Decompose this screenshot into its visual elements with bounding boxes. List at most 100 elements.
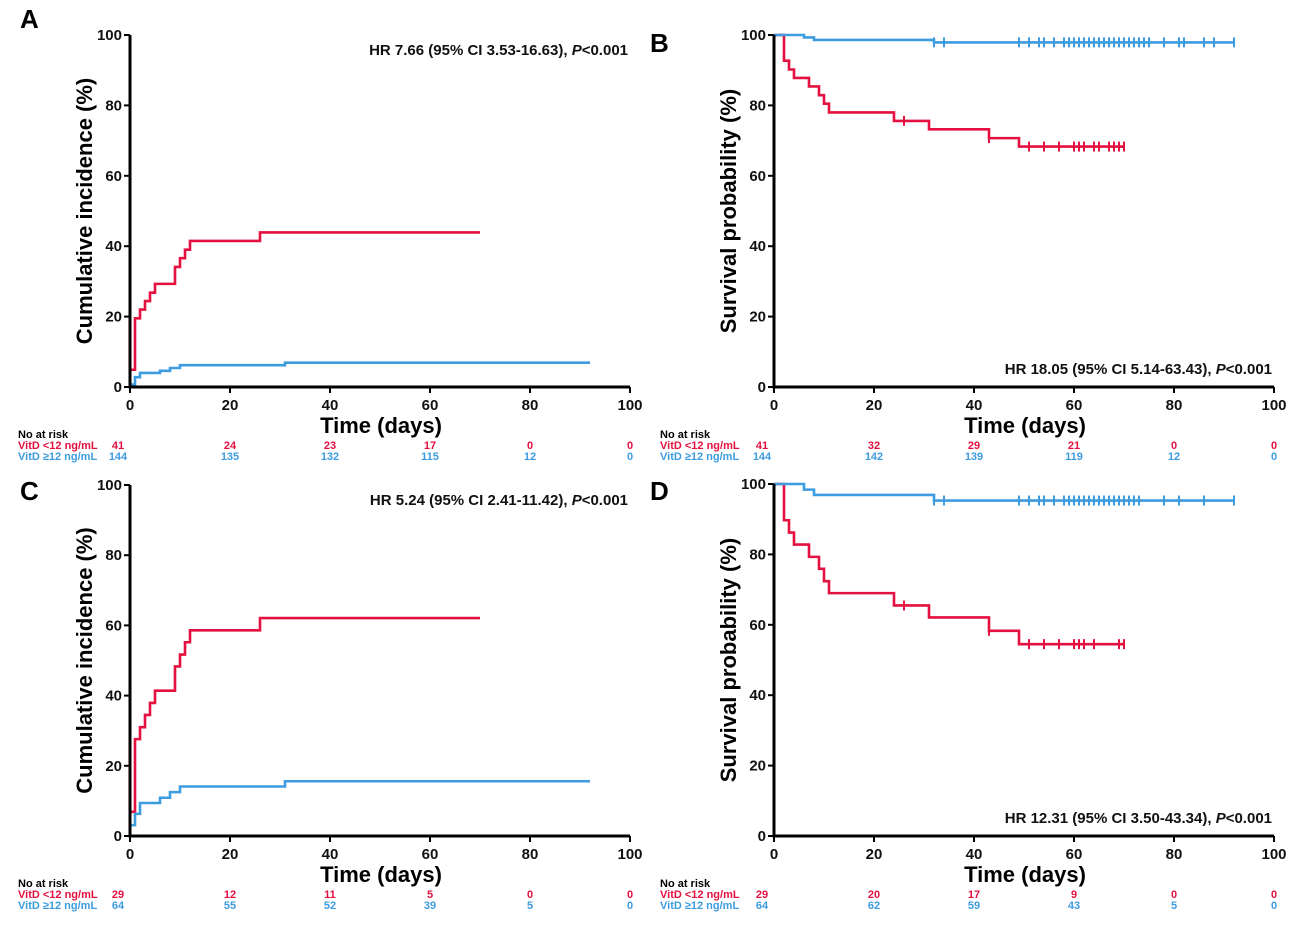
y-tick-label: 0 xyxy=(758,379,766,396)
risk-row-label: VitD <12 ng/mL xyxy=(18,889,98,901)
x-tick-label: 0 xyxy=(770,397,778,414)
risk-count: 52 xyxy=(324,900,336,912)
y-axis-title: Cumulative incidence (%) xyxy=(72,78,97,345)
x-tick-label: 0 xyxy=(126,846,134,863)
y-tick-label: 100 xyxy=(741,476,766,493)
y-axis-title: Cumulative incidence (%) xyxy=(72,527,97,794)
risk-count: 11 xyxy=(324,889,336,901)
risk-count: 0 xyxy=(627,900,633,912)
y-axis-title: Survival probability (%) xyxy=(716,89,741,334)
risk-row-label: VitD ≥12 ng/mL xyxy=(660,900,739,912)
risk-count: 24 xyxy=(224,440,237,452)
risk-count: 5 xyxy=(1171,900,1177,912)
panel-a: A 0 20 40 60 80 100 0 20 40 60 80 100 Time (days) Cumu… xyxy=(18,4,643,463)
risk-count: 0 xyxy=(1271,900,1277,912)
y-tick-label: 80 xyxy=(105,547,122,564)
panel-letter: C xyxy=(20,476,39,506)
risk-count: 62 xyxy=(868,900,880,912)
risk-count: 59 xyxy=(968,900,980,912)
series-line-vitd-low xyxy=(130,616,480,814)
x-tick-label: 100 xyxy=(1261,846,1286,863)
risk-count: 0 xyxy=(1271,440,1277,452)
x-tick-label: 100 xyxy=(617,846,642,863)
y-tick-label: 20 xyxy=(749,758,766,775)
y-tick-label: 20 xyxy=(105,758,122,775)
x-axis-title: Time (days) xyxy=(964,862,1086,887)
x-tick-label: 40 xyxy=(322,397,339,414)
risk-row-label: VitD <12 ng/mL xyxy=(18,440,98,452)
risk-count: 41 xyxy=(756,440,768,452)
risk-count: 43 xyxy=(1068,900,1080,912)
risk-count: 144 xyxy=(753,451,772,463)
risk-table-title: No at risk xyxy=(660,878,711,890)
series-line-vitd-high xyxy=(130,361,590,386)
hr-annotation: HR 12.31 (95% CI 3.50-43.34), P<0.001 xyxy=(1005,810,1272,827)
risk-count: 39 xyxy=(424,900,436,912)
risk-table-title: No at risk xyxy=(18,429,69,441)
series-line-vitd-low xyxy=(774,482,1124,646)
y-tick-label: 60 xyxy=(105,617,122,634)
series-line-vitd-low xyxy=(774,33,1124,148)
risk-row-label: VitD ≥12 ng/mL xyxy=(18,451,97,463)
risk-count: 144 xyxy=(109,451,128,463)
y-tick-label: 100 xyxy=(97,27,122,44)
risk-count: 17 xyxy=(424,440,436,452)
risk-count: 12 xyxy=(1168,451,1180,463)
x-tick-label: 80 xyxy=(1166,846,1183,863)
hr-annotation: HR 18.05 (95% CI 5.14-63.43), P<0.001 xyxy=(1005,361,1272,378)
risk-count: 0 xyxy=(627,440,633,452)
risk-row-label: VitD <12 ng/mL xyxy=(660,440,740,452)
risk-count: 5 xyxy=(527,900,533,912)
risk-count: 132 xyxy=(321,451,339,463)
risk-count: 23 xyxy=(324,440,336,452)
risk-count: 21 xyxy=(1068,440,1080,452)
risk-count: 0 xyxy=(1271,889,1277,901)
risk-row-label: VitD ≥12 ng/mL xyxy=(18,900,97,912)
risk-count: 0 xyxy=(1271,451,1277,463)
x-tick-label: 0 xyxy=(770,846,778,863)
panel-d: D 0 20 40 60 80 100 0 20 40 60 80 100 Time (days) Surv… xyxy=(650,476,1287,912)
risk-count: 29 xyxy=(112,889,124,901)
risk-count: 55 xyxy=(224,900,236,912)
panel-letter: B xyxy=(650,28,669,58)
risk-count: 0 xyxy=(1171,440,1177,452)
risk-table-title: No at risk xyxy=(18,878,69,890)
y-tick-label: 80 xyxy=(749,546,766,563)
x-axis-title: Time (days) xyxy=(320,862,442,887)
y-tick-label: 20 xyxy=(105,309,122,326)
risk-count: 0 xyxy=(627,451,633,463)
x-tick-label: 80 xyxy=(1166,397,1183,414)
risk-count: 5 xyxy=(427,889,433,901)
x-tick-label: 40 xyxy=(966,846,983,863)
y-tick-label: 60 xyxy=(749,168,766,185)
x-tick-label: 20 xyxy=(222,846,239,863)
series-line-vitd-high xyxy=(130,779,590,827)
panel-b: B 0 20 40 60 80 100 0 20 40 60 80 100 Time (days) Surv… xyxy=(650,27,1287,463)
risk-table-title: No at risk xyxy=(660,429,711,441)
y-tick-label: 40 xyxy=(749,238,766,255)
y-tick-label: 40 xyxy=(105,688,122,705)
x-tick-label: 60 xyxy=(1066,846,1083,863)
y-tick-label: 0 xyxy=(114,828,122,845)
y-tick-label: 100 xyxy=(97,477,122,494)
risk-count: 64 xyxy=(112,900,125,912)
risk-row-label: VitD <12 ng/mL xyxy=(660,889,740,901)
x-tick-label: 60 xyxy=(1066,397,1083,414)
risk-count: 32 xyxy=(868,440,880,452)
risk-count: 0 xyxy=(627,889,633,901)
risk-count: 12 xyxy=(524,451,536,463)
risk-count: 135 xyxy=(221,451,239,463)
risk-count: 0 xyxy=(1171,889,1177,901)
x-tick-label: 100 xyxy=(1261,397,1286,414)
x-tick-label: 0 xyxy=(126,397,134,414)
x-tick-label: 100 xyxy=(617,397,642,414)
y-tick-label: 100 xyxy=(741,27,766,44)
x-tick-label: 20 xyxy=(222,397,239,414)
x-tick-label: 20 xyxy=(866,397,883,414)
risk-count: 115 xyxy=(421,451,439,463)
